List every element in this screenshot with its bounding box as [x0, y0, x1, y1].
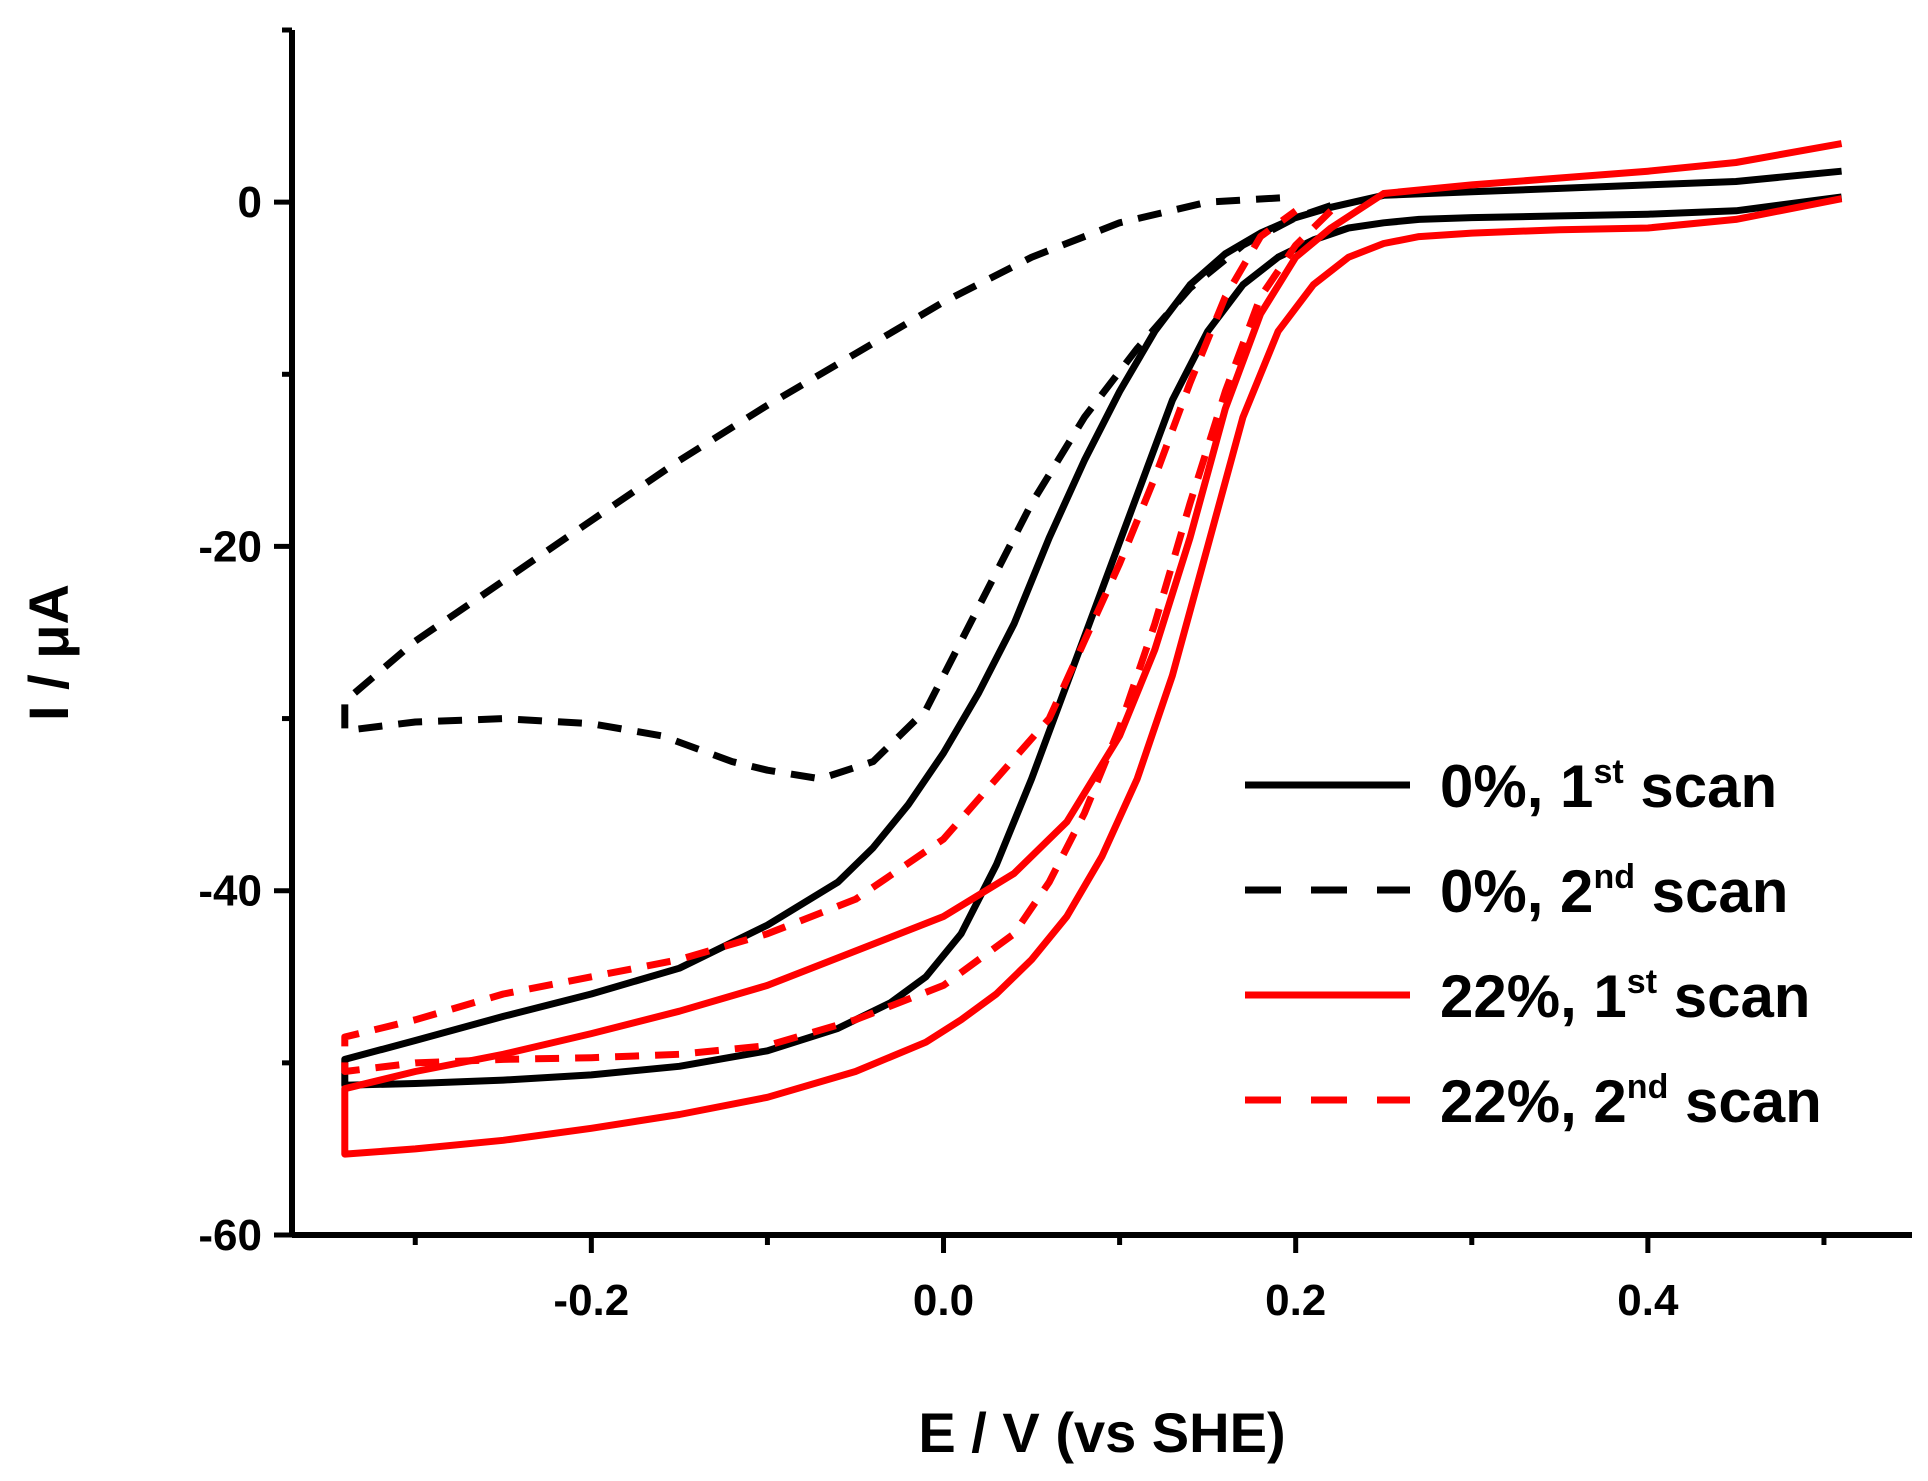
x-tick-label: 0.2 — [1265, 1276, 1326, 1325]
series-line-2 — [341, 193, 1333, 783]
legend-label-1: 0%, 1st scan — [1440, 753, 1777, 820]
x-tick-label: 0.4 — [1617, 1276, 1679, 1325]
series-line-3 — [341, 140, 1843, 1158]
x-tick-label: 0.0 — [913, 1276, 974, 1325]
y-axis-title: I / μA — [17, 584, 80, 721]
legend: 0%, 1st scan 0%, 2nd scan 22%, 1st scan 22%… — [1245, 753, 1822, 1135]
legend-label-2: 0%, 2nd scan — [1440, 858, 1788, 925]
series-line-1 — [341, 167, 1843, 1089]
series-line-4 — [341, 207, 1334, 1075]
x-tick-label: -0.2 — [553, 1276, 629, 1325]
y-tick-label: -20 — [198, 522, 262, 571]
y-tick-label: -60 — [198, 1211, 262, 1260]
x-axis-ticks: -0.2 0.0 0.2 0.4 — [412, 1235, 1827, 1325]
data-traces — [341, 140, 1843, 1158]
y-tick-label: -40 — [198, 867, 262, 916]
legend-label-3: 22%, 1st scan — [1440, 963, 1810, 1030]
y-axis-ticks: -60 -40 -20 0 — [198, 27, 292, 1260]
y-tick-label: 0 — [238, 178, 262, 227]
legend-label-4: 22%, 2nd scan — [1440, 1068, 1822, 1135]
axes — [289, 30, 1912, 1238]
x-axis-title: E / V (vs SHE) — [918, 1401, 1285, 1464]
